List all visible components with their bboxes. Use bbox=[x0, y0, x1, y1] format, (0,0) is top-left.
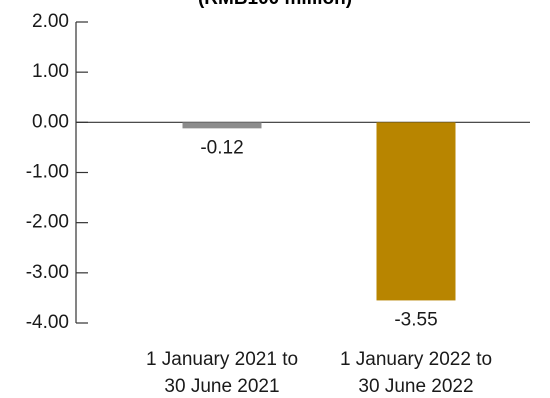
y-tick-label: 2.00 bbox=[32, 11, 69, 32]
chart-title: (RMB100 million) bbox=[198, 0, 352, 9]
y-tick-label: 1.00 bbox=[32, 61, 69, 82]
y-tick-label: -3.00 bbox=[26, 262, 69, 283]
bar-value-labels: -0.12 -3.55 bbox=[200, 137, 437, 330]
x-axis-category-labels: 1 January 2021 to 30 June 2021 1 January 2… bbox=[146, 349, 492, 397]
y-tick-label: 0.00 bbox=[32, 111, 69, 132]
y-tick-label: -4.00 bbox=[26, 312, 69, 333]
y-tick-label: -2.00 bbox=[26, 212, 69, 233]
bar-1 bbox=[182, 122, 262, 129]
y-axis: 2.00 1.00 0.00 -1.00 -2.00 -3.00 -4.00 bbox=[26, 11, 88, 333]
bar-2 bbox=[376, 122, 456, 301]
x-category-label: 30 June 2022 bbox=[358, 376, 473, 397]
x-category-label: 1 January 2021 to bbox=[146, 349, 298, 370]
bar-value-label: -0.12 bbox=[200, 137, 243, 158]
x-category-label: 30 June 2021 bbox=[164, 376, 279, 397]
bars bbox=[182, 122, 456, 301]
y-tick-label: -1.00 bbox=[26, 162, 69, 183]
x-category-label: 1 January 2022 to bbox=[340, 349, 492, 370]
bar-value-label: -3.55 bbox=[394, 309, 437, 330]
